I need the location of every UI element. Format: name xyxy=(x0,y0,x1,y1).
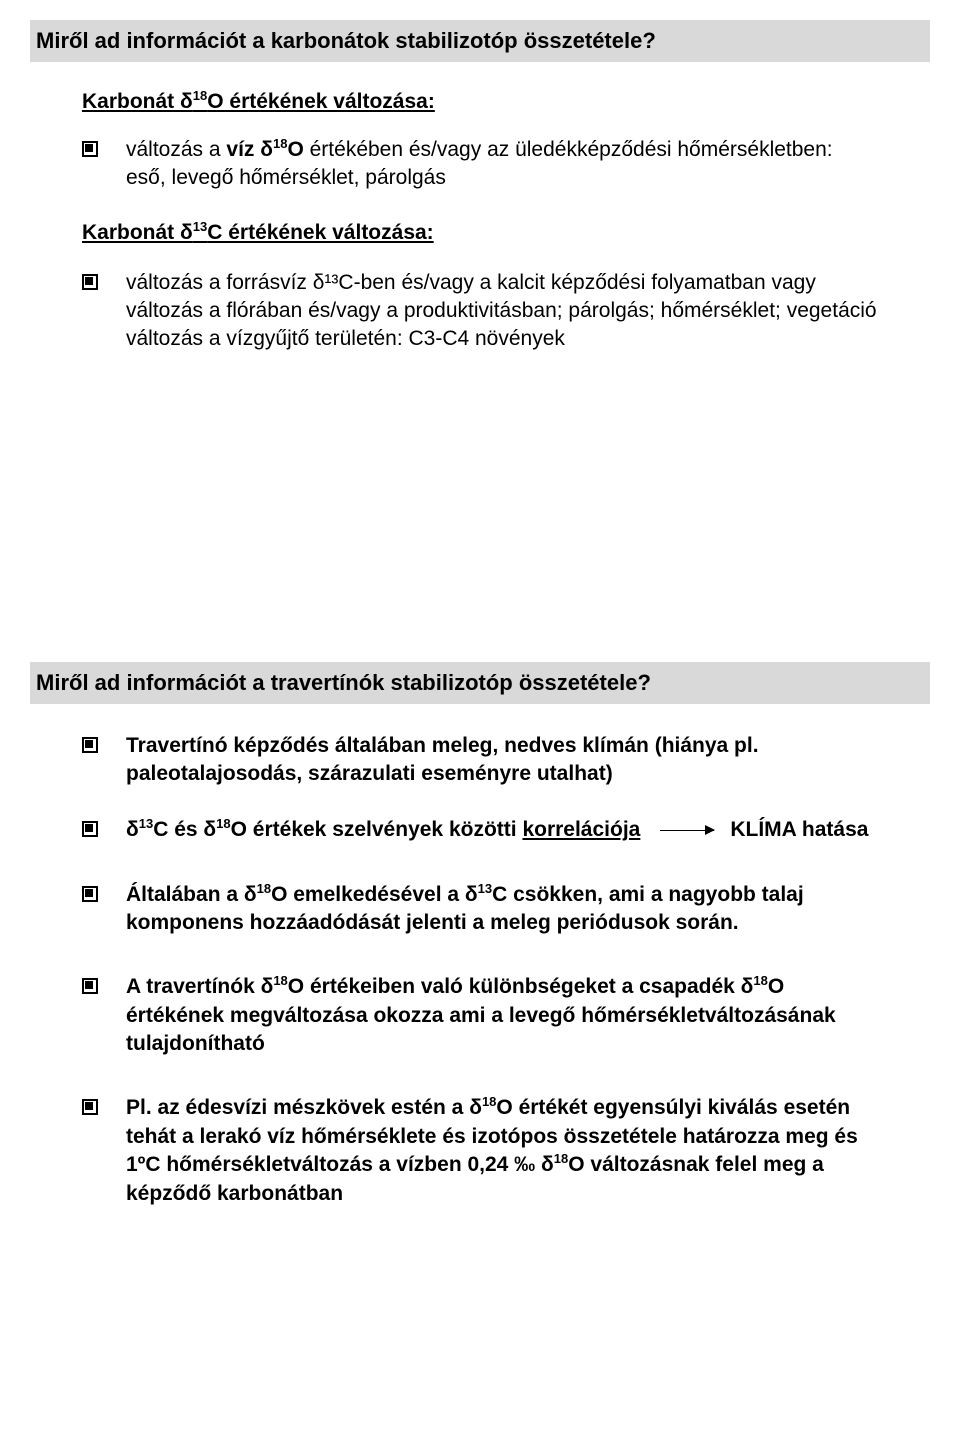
h2-bullet4-row: A travertínók δ18O értékeiben való külön… xyxy=(82,973,878,1058)
bullet-icon xyxy=(82,821,98,837)
bullet-icon xyxy=(82,737,98,753)
h2-bullet4-text: A travertínók δ18O értékeiben való külön… xyxy=(126,973,878,1058)
header-bar-1: Miről ad információt a karbonátok stabil… xyxy=(30,20,930,62)
section1-title-sup: 18 xyxy=(193,88,207,103)
section2-title: Karbonát δ13C értékének változása: xyxy=(82,221,930,245)
bullet-icon xyxy=(82,978,98,994)
s1b-c: O xyxy=(287,138,303,161)
h2b5-sup2: 18 xyxy=(554,1151,568,1166)
h2b2-under: korrelációja xyxy=(522,818,640,841)
h2b5-sup1: 18 xyxy=(482,1094,496,1109)
h2b4-sup2: 18 xyxy=(753,973,767,988)
h2b5-a: Pl. az édesvízi mészkövek estén a δ xyxy=(126,1096,482,1119)
h2b2-pre: δ xyxy=(126,818,139,841)
page-container: Miről ad információt a karbonátok stabil… xyxy=(0,0,960,1443)
h2-bullet3-text: Általában a δ18O emelkedésével a δ13C cs… xyxy=(126,881,878,938)
h2-bullet5-text: Pl. az édesvízi mészkövek estén a δ18O é… xyxy=(126,1094,878,1207)
bullet-icon xyxy=(82,274,98,290)
h2b2-left: δ13C és δ18O értékek szelvények közötti … xyxy=(126,816,640,844)
h2b2-mid1: C és δ xyxy=(153,818,216,841)
bullet-icon xyxy=(82,886,98,902)
h2b2-right: KLÍMA hatása xyxy=(730,816,868,844)
section2-bullet-text: változás a forrásvíz δ¹³C-ben és/vagy a … xyxy=(126,269,878,354)
section2-title-b: C értékének változása: xyxy=(207,221,433,244)
h2b4-b: O értékeiben való különbségeket a csapad… xyxy=(288,975,754,998)
h2-bullet2-text: δ13C és δ18O értékek szelvények közötti … xyxy=(126,816,868,844)
h2b3-b: O emelkedésével a δ xyxy=(271,883,478,906)
section1-title-a: Karbonát δ xyxy=(82,90,193,113)
s1b-a: változás a xyxy=(126,138,226,161)
h2b3-a: Általában a δ xyxy=(126,883,257,906)
h2b3-sup2: 13 xyxy=(478,881,492,896)
s1b-b: víz δ xyxy=(226,138,273,161)
bullet-icon xyxy=(82,1099,98,1115)
h2b4-a: A travertínók δ xyxy=(126,975,273,998)
h2b4-sup1: 18 xyxy=(273,973,287,988)
h2b2-sup1: 13 xyxy=(139,816,153,831)
header-bar-2: Miről ad információt a travertínók stabi… xyxy=(30,662,930,704)
section1-bullet-row: változás a víz δ18O értékében és/vagy az… xyxy=(82,136,878,193)
h2-bullet5-row: Pl. az édesvízi mészkövek estén a δ18O é… xyxy=(82,1094,878,1207)
h2b2-mid2: O értékek szelvények közötti xyxy=(231,818,523,841)
spacer xyxy=(30,382,930,662)
section2-title-sup: 13 xyxy=(193,219,207,234)
section1-bullet-text: változás a víz δ18O értékében és/vagy az… xyxy=(126,136,878,193)
bullet-icon xyxy=(82,141,98,157)
h2-bullet2-row: δ13C és δ18O értékek szelvények közötti … xyxy=(82,816,878,844)
arrow-icon xyxy=(660,830,714,831)
section2-bullet-row: változás a forrásvíz δ¹³C-ben és/vagy a … xyxy=(82,269,878,354)
h2b3-sup1: 18 xyxy=(257,881,271,896)
h2-bullet1-row: Travertínó képződés általában meleg, ned… xyxy=(82,732,878,789)
h2b2-sup2: 18 xyxy=(216,816,230,831)
section2-title-a: Karbonát δ xyxy=(82,221,193,244)
h2-bullet3-row: Általában a δ18O emelkedésével a δ13C cs… xyxy=(82,881,878,938)
section1-title-b: O értékének változása: xyxy=(207,90,435,113)
s1b-sup: 18 xyxy=(273,136,287,151)
section1-title: Karbonát δ18O értékének változása: xyxy=(82,90,930,114)
h2-bullet1-text: Travertínó képződés általában meleg, ned… xyxy=(126,732,878,789)
